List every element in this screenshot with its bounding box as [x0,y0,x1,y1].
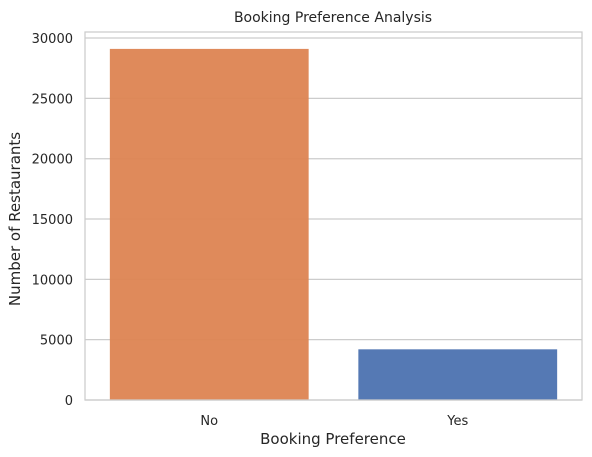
y-tick-label: 5000 [40,334,73,349]
bar-yes [358,349,558,400]
y-axis-ticks: 0 5000 10000 15000 20000 25000 30000 [32,32,73,409]
y-tick-label: 10000 [32,273,73,288]
chart-title: Booking Preference Analysis [234,10,432,26]
y-axis-label: Number of Restaurants [6,132,24,306]
bar-no [109,48,309,400]
y-tick-label: 30000 [32,32,73,47]
x-tick-label: No [200,414,218,429]
bars [109,48,558,400]
y-tick-label: 20000 [32,153,73,168]
x-axis-label: Booking Preference [260,430,406,448]
y-tick-label: 0 [65,394,73,409]
x-axis-ticks: No Yes [200,414,468,429]
y-tick-label: 15000 [32,213,73,228]
plot-frame [84,31,583,401]
x-tick-label: Yes [446,414,468,429]
y-tick-label: 25000 [32,92,73,107]
